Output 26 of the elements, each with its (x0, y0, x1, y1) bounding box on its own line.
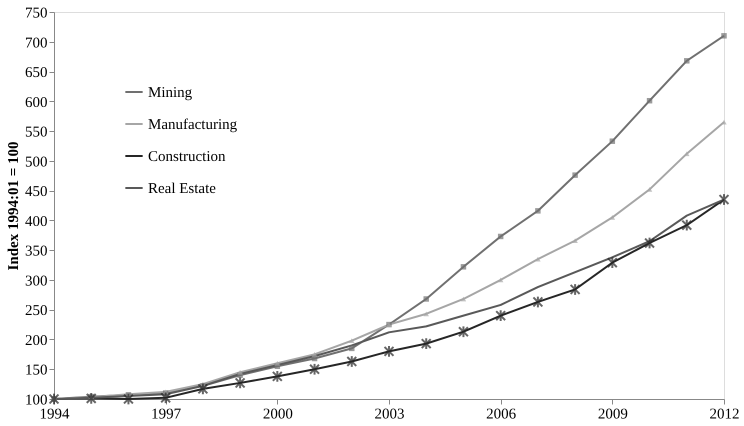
y-tick-label: 500 (25, 154, 48, 170)
y-tick-label: 250 (25, 303, 48, 320)
y-tick-label: 200 (25, 332, 48, 349)
x-tick-label: 2006 (486, 406, 517, 422)
y-tick-label: 350 (25, 244, 48, 260)
x-tick-label: 2012 (710, 406, 740, 422)
y-tick-label: 550 (25, 124, 48, 141)
y-tick-label: 600 (25, 94, 48, 111)
y-tick-label: 650 (25, 65, 48, 82)
y-tick-label: 300 (25, 273, 48, 290)
x-tick-label: 2009 (598, 406, 628, 422)
y-axis-title: Index 1994:01 = 100 (6, 142, 22, 270)
legend-label: Real Estate (148, 181, 216, 197)
x-tick-label: 1997 (151, 406, 182, 422)
x-tick-label: 2000 (262, 406, 293, 422)
y-tick-label: 400 (25, 214, 48, 230)
legend-label: Mining (148, 85, 193, 101)
y-tick-label: 450 (25, 184, 48, 200)
x-tick-label: 1994 (40, 406, 70, 422)
y-tick-label: 150 (25, 362, 48, 379)
y-tick-label: 100 (25, 392, 48, 408)
y-tick-label: 750 (25, 6, 48, 22)
x-tick-label: 2003 (374, 406, 404, 422)
legend-label: Construction (148, 149, 226, 165)
legend-label: Manufacturing (148, 117, 238, 133)
y-tick-label: 700 (25, 35, 48, 52)
